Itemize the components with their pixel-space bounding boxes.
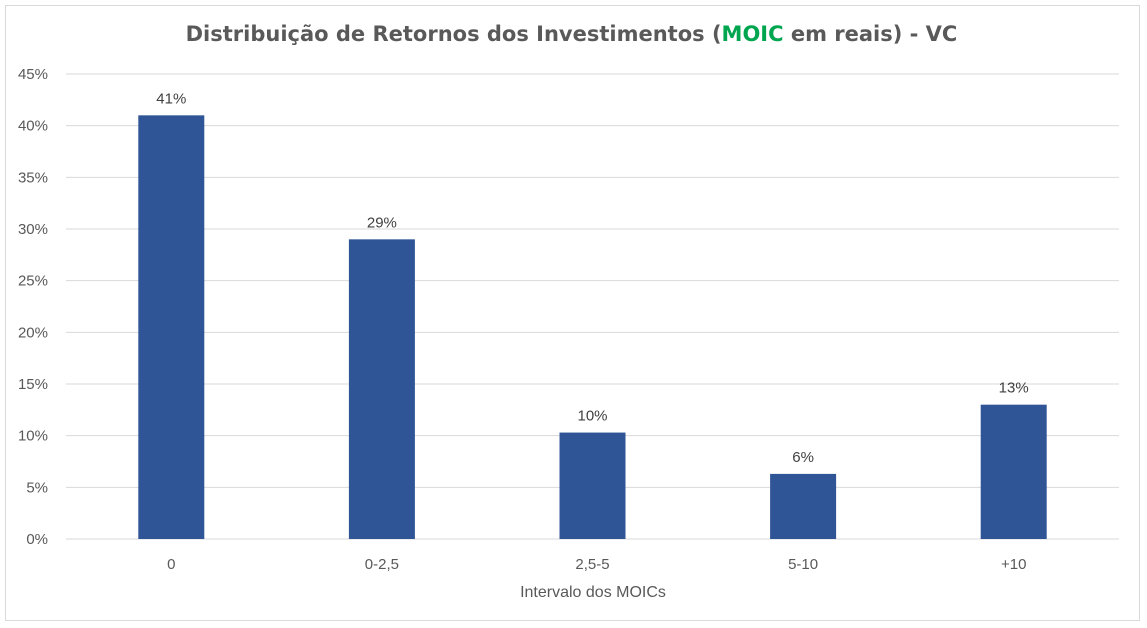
data-label: 6% xyxy=(792,449,814,466)
data-label: 41% xyxy=(156,90,186,107)
x-tick-label: 0 xyxy=(167,556,175,573)
y-tick-label: 0% xyxy=(26,531,48,548)
y-tick-label: 45% xyxy=(18,66,48,83)
y-tick-label: 15% xyxy=(18,376,48,393)
y-axis-ticks: 0% 5% 10% 15% 20% 25% 30% 35% 40% 45% xyxy=(18,66,48,548)
x-tick-label: 5-10 xyxy=(788,556,818,573)
bar xyxy=(348,239,415,540)
y-tick-label: 5% xyxy=(26,479,48,496)
y-tick-label: 10% xyxy=(18,428,48,445)
title-highlight-moic: MOIC xyxy=(721,22,784,46)
y-tick-label: 30% xyxy=(18,221,48,238)
title-part-before: Distribuição de Retornos dos Investiment… xyxy=(185,22,722,46)
bar xyxy=(980,404,1047,539)
bars xyxy=(138,115,1047,540)
data-label: 13% xyxy=(999,380,1029,397)
y-tick-label: 35% xyxy=(18,169,48,186)
data-label: 29% xyxy=(367,214,397,231)
title-part-after: em reais) - VC xyxy=(783,22,958,46)
x-tick-label: 2,5-5 xyxy=(575,556,609,573)
x-axis-ticks: 0 0-2,5 2,5-5 5-10 +10 xyxy=(167,556,1026,573)
bar xyxy=(770,473,837,539)
x-tick-label: 0-2,5 xyxy=(365,556,399,573)
y-tick-label: 20% xyxy=(18,324,48,341)
chart-title: Distribuição de Retornos dos Investiment… xyxy=(0,22,1143,46)
y-tick-label: 25% xyxy=(18,273,48,290)
y-tick-label: 40% xyxy=(18,118,48,135)
bar xyxy=(138,115,205,539)
x-tick-label: +10 xyxy=(1001,556,1026,573)
bar xyxy=(559,432,626,539)
x-axis-label: Intervalo dos MOICs xyxy=(520,584,666,601)
data-labels: 41% 29% 10% 6% 13% xyxy=(156,90,1028,466)
data-label: 10% xyxy=(577,408,607,425)
